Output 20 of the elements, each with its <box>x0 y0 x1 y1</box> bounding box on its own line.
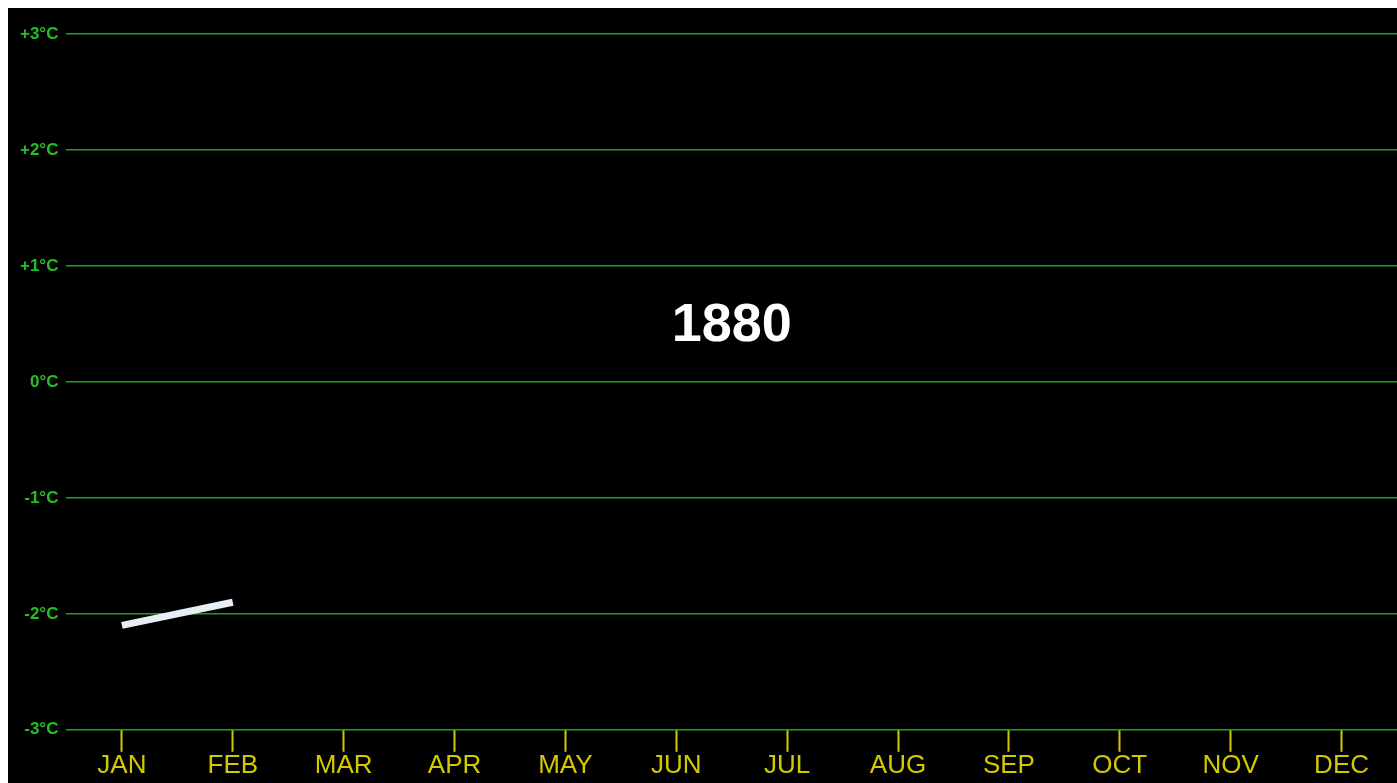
x-tick-label: MAY <box>538 748 593 779</box>
y-tick-label: 0°C <box>29 371 59 391</box>
x-tick-label: FEB <box>207 748 259 779</box>
x-tick-label: OCT <box>1092 748 1148 779</box>
x-tick-label: JUN <box>651 748 702 779</box>
y-tick-label: +3°C <box>19 23 59 43</box>
x-tick-label: APR <box>427 748 482 779</box>
y-tick-label: +2°C <box>19 139 59 159</box>
y-tick-label: -3°C <box>24 719 59 739</box>
x-tick-label: AUG <box>869 748 927 779</box>
text: 1880 <box>671 292 792 353</box>
x-tick-label: SEP <box>982 748 1035 779</box>
y-tick-label: +1°C <box>19 255 59 275</box>
y-tick-label: -1°C <box>24 487 59 507</box>
x-tick-label: MAR <box>314 748 373 779</box>
x-tick-label: NOV <box>1202 748 1260 779</box>
x-tick-label: JAN <box>97 748 147 779</box>
x-tick-label: JUL <box>764 748 811 779</box>
y-tick-label: -2°C <box>24 603 59 623</box>
x-tick-label: DEC <box>1314 748 1370 779</box>
